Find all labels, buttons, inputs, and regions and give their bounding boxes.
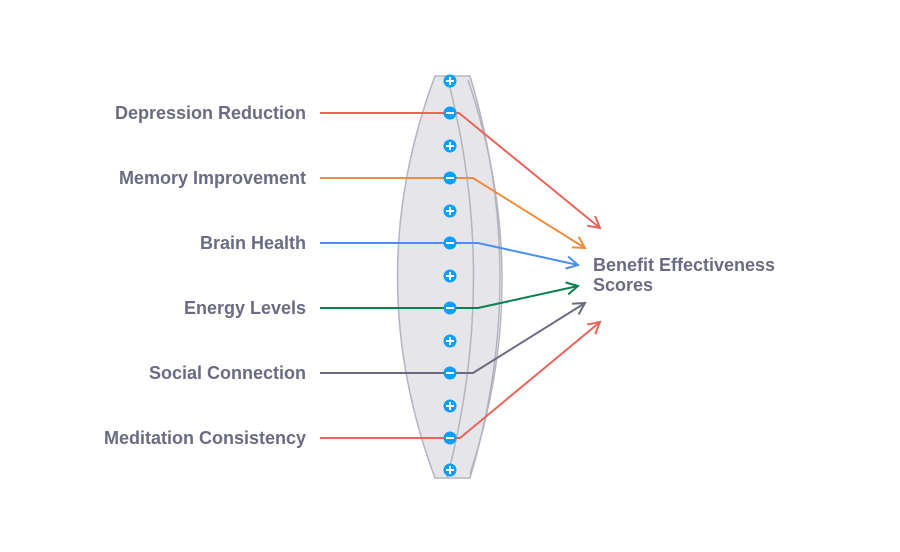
input-label: Meditation Consistency (104, 428, 306, 448)
link-line (320, 321, 601, 439)
link-line (320, 112, 601, 229)
link-line (320, 177, 586, 249)
arrowhead (587, 215, 602, 230)
input-label: Depression Reduction (115, 103, 306, 123)
plus-circle-icon[interactable] (443, 139, 457, 153)
minus-circle-icon[interactable] (443, 431, 457, 445)
plus-circle-icon[interactable] (443, 463, 457, 477)
output-label-line2: Scores (593, 275, 653, 295)
input-label: Energy Levels (184, 298, 306, 318)
arrowhead (565, 255, 581, 270)
plus-circle-icon[interactable] (443, 74, 457, 88)
output-label-line1: Benefit Effectiveness (593, 255, 775, 275)
link-line (320, 285, 579, 309)
minus-circle-icon[interactable] (443, 366, 457, 380)
link-line (320, 302, 586, 374)
minus-circle-icon[interactable] (443, 236, 457, 250)
input-label: Social Connection (149, 363, 306, 383)
arrowhead (587, 320, 602, 335)
minus-circle-icon[interactable] (443, 301, 457, 315)
plus-circle-icon[interactable] (443, 204, 457, 218)
plus-circle-icon[interactable] (443, 399, 457, 413)
link-line (320, 242, 579, 266)
lens-inner-arc (446, 75, 475, 479)
arrowhead (571, 301, 587, 315)
minus-circle-icon[interactable] (443, 171, 457, 185)
minus-circle-icon[interactable] (443, 106, 457, 120)
plus-circle-icon[interactable] (443, 334, 457, 348)
arrowhead (565, 281, 581, 296)
plus-circle-icon[interactable] (443, 269, 457, 283)
input-label: Brain Health (200, 233, 306, 253)
arrowhead (571, 236, 587, 250)
input-label: Memory Improvement (119, 168, 306, 188)
